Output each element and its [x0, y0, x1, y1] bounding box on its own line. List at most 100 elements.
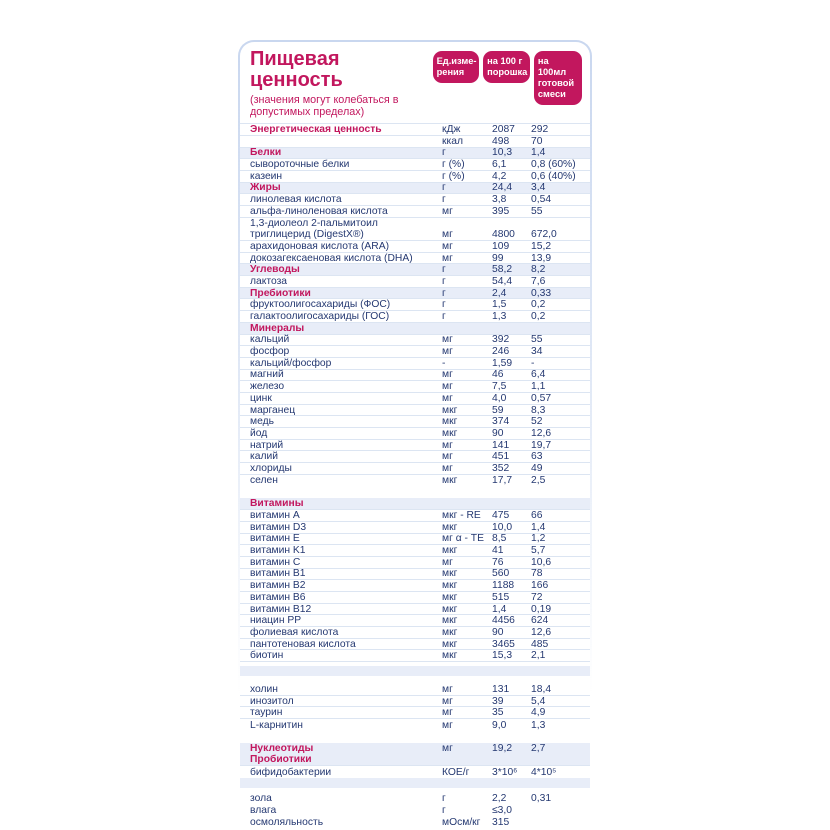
unit-cell: КОЕ/г	[442, 766, 470, 778]
table-row: триглицерид (DigestX®) мг 4800 672,0	[240, 229, 590, 242]
per-100ml-cell: 15,2	[531, 240, 552, 252]
table-row: хлориды мг 352 49	[240, 463, 590, 475]
nutrient-label: селен	[250, 475, 278, 487]
table-row: ккал 498 70	[240, 136, 590, 148]
per-100ml-cell: 1,4	[531, 147, 546, 159]
unit-cell: мг	[442, 695, 453, 707]
per-100ml-cell: 0,33	[531, 287, 552, 299]
unit-cell: мг	[442, 743, 453, 755]
per-100ml-cell: 10,6	[531, 556, 552, 568]
nutrient-label: L-карнитин	[250, 719, 303, 731]
per-100ml-cell: 0,2	[531, 311, 546, 322]
per-100g-cell: 4,0	[492, 392, 507, 404]
table-row: галактоолигосахариды (ГОС) г 1,3 0,2	[240, 311, 590, 323]
nutrient-label: натрий	[250, 439, 284, 451]
table-row: витамин C мг 76 10,6	[240, 557, 590, 569]
per-100ml-cell: 1,1	[531, 381, 546, 393]
per-100g-cell: 131	[492, 683, 510, 695]
per-100g-cell: 4800	[492, 229, 515, 241]
unit-cell: мкг	[442, 615, 458, 627]
table-row: витамин B6 мкг 515 72	[240, 592, 590, 604]
per-100g-cell: 19,2	[492, 743, 513, 755]
unit-cell: мг	[442, 229, 453, 241]
table-row: L-карнитин мг 9,0 1,3	[240, 719, 590, 731]
table-row: кальций мг 392 55	[240, 334, 590, 347]
unit-cell: г	[442, 287, 446, 299]
unit-cell: -	[442, 357, 446, 369]
nutrient-label: альфа-линоленовая кислота	[250, 205, 388, 217]
nutrient-label: магний	[250, 369, 284, 381]
spacer	[240, 486, 590, 498]
per-100g-cell: 59	[492, 404, 504, 416]
table-row: таурин мг 35 4,9	[240, 707, 590, 720]
table-row: лактоза г 54,4 7,6	[240, 276, 590, 288]
per-100g-cell: 4456	[492, 615, 515, 627]
column-header-per-100g: на 100 г порошка	[483, 51, 530, 83]
per-100g-cell: 2,4	[492, 287, 507, 299]
table-row: витамин B1 мкг 560 78	[240, 568, 590, 581]
nutrient-label: инозитол	[250, 695, 294, 707]
table-row: Энергетическая ценность кДж 2087 292	[240, 124, 590, 136]
per-100ml-cell: 2,5	[531, 475, 546, 487]
unit-cell: г	[442, 804, 446, 816]
per-100g-cell: 10,3	[492, 147, 513, 159]
unit-cell: г	[442, 311, 446, 322]
unit-cell: г	[442, 194, 446, 206]
per-100ml-cell: 1,3	[531, 719, 546, 731]
per-100g-cell: 451	[492, 451, 510, 463]
table-row: Пребиотики г 2,4 0,33	[240, 288, 590, 300]
per-100g-cell: 17,7	[492, 475, 513, 487]
nutrient-label: осмоляльность	[250, 816, 324, 828]
per-100ml-cell: 13,9	[531, 252, 552, 264]
table-row: влага г ≤3,0	[240, 805, 590, 817]
per-100ml-cell: 55	[531, 334, 543, 346]
table-row: витамин K1 мкг 41 5,7	[240, 545, 590, 557]
table-row: витамин D3 мкг 10,0 1,4	[240, 522, 590, 534]
per-100g-cell: 2087	[492, 124, 515, 135]
per-100ml-cell: 63	[531, 451, 543, 463]
unit-cell: мкг	[442, 626, 458, 638]
per-100ml-cell: -	[531, 357, 535, 369]
per-100ml-cell: 78	[531, 568, 543, 580]
unit-cell: мкг	[442, 580, 458, 592]
per-100g-cell: 515	[492, 591, 510, 603]
per-100g-cell: 498	[492, 135, 510, 147]
table-row: железо мг 7,5 1,1	[240, 381, 590, 393]
table-row: витамин A мкг - RE 475 66	[240, 510, 590, 522]
column-header-badges: Ед.изме- рения на 100 г порошка на 100мл…	[432, 51, 582, 105]
per-100g-cell: 99	[492, 252, 504, 264]
unit-cell: мкг	[442, 475, 458, 487]
unit-cell: мг	[442, 346, 453, 358]
nutrient-label: галактоолигосахариды (ГОС)	[250, 311, 390, 322]
unit-cell: мкг	[442, 591, 458, 603]
unit-cell: г	[442, 147, 446, 159]
nutrient-label: казеин	[250, 170, 283, 182]
unit-cell: мкг	[442, 545, 458, 557]
per-100ml-cell: 0,2	[531, 299, 546, 311]
per-100ml-cell: 52	[531, 416, 543, 428]
per-100g-cell: 3*10⁶	[492, 766, 518, 778]
per-100ml-cell: 3,4	[531, 182, 546, 194]
per-100ml-cell: 72	[531, 591, 543, 603]
per-100g-cell: 3,8	[492, 194, 507, 206]
per-100g-cell: 54,4	[492, 275, 513, 287]
stripe-spacer	[240, 666, 590, 677]
per-100ml-cell: 4,9	[531, 707, 546, 719]
table-row: биотин мкг 15,3 2,1	[240, 650, 590, 663]
unit-cell: мг	[442, 369, 453, 381]
table-row: докозагексаеновая кислота (DHA) мг 99 13…	[240, 253, 590, 265]
table-row: Нуклеотиды мг 19,2 2,7	[240, 742, 590, 755]
table-row: селен мкг 17,7 2,5	[240, 475, 590, 487]
nutrient-label: витамин D3	[250, 521, 307, 533]
nutrient-label: биотин	[250, 650, 284, 662]
table-row: фолиевая кислота мкг 90 12,6	[240, 627, 590, 639]
unit-cell: мг	[442, 707, 453, 719]
per-100ml-cell: 0,19	[531, 603, 552, 615]
title-block: Пищевая ценность (значения могут колебат…	[250, 49, 433, 119]
per-100ml-cell: 2,1	[531, 650, 546, 662]
nutrient-label: цинк	[250, 392, 272, 404]
per-100g-cell: 9,0	[492, 719, 507, 731]
table-row: Углеводы г 58,2 8,2	[240, 264, 590, 277]
unit-cell: мг	[442, 334, 453, 346]
